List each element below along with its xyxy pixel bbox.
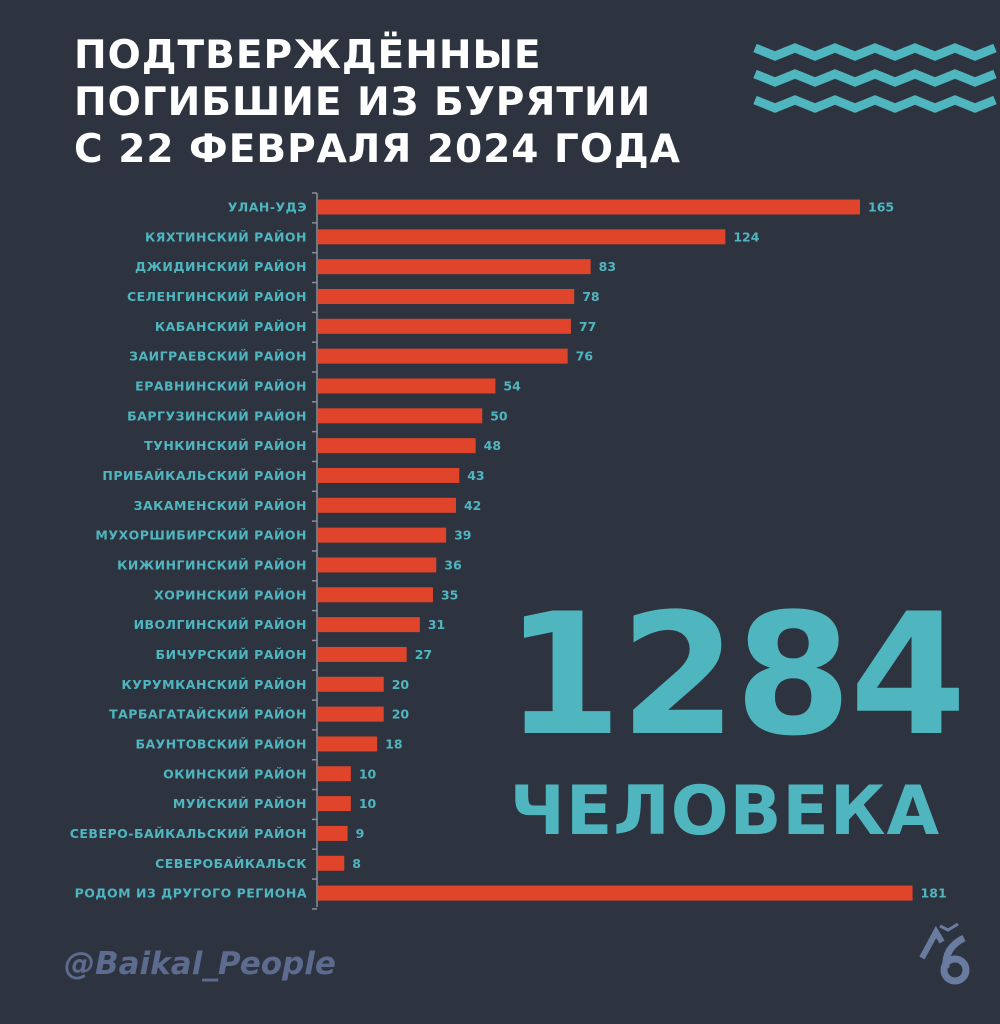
data-label: 165 — [868, 200, 894, 215]
data-label: 78 — [582, 289, 599, 304]
category-label: ТУНКИНСКИЙ РАЙОН — [144, 438, 307, 453]
category-label: БАРГУЗИНСКИЙ РАЙОН — [127, 408, 307, 423]
bar — [318, 229, 726, 245]
bar — [318, 766, 351, 782]
bar — [318, 825, 348, 841]
bar — [318, 318, 571, 334]
bar — [318, 855, 345, 871]
bar — [318, 646, 407, 662]
bar — [318, 587, 433, 603]
bar — [318, 736, 378, 752]
data-label: 124 — [733, 229, 759, 244]
category-label: МУХОРШИБИРСКИЙ РАЙОН — [95, 528, 307, 543]
bar — [318, 438, 476, 454]
wave-decoration-icon — [753, 43, 997, 113]
data-label: 48 — [484, 438, 501, 453]
category-label: ЗАКАМЕНСКИЙ РАЙОН — [134, 498, 307, 513]
data-label: 42 — [464, 498, 481, 513]
total-count: 1284 — [505, 577, 967, 773]
data-label: 10 — [359, 796, 377, 811]
bar — [318, 796, 351, 812]
total-unit: ЧЕЛОВЕКА — [509, 772, 941, 851]
data-label: 8 — [352, 856, 361, 871]
chart-title: ПОДТВЕРЖДЁННЫЕ ПОГИБШИЕ ИЗ БУРЯТИИ С 22 … — [74, 32, 681, 173]
category-label: ИВОЛГИНСКИЙ РАЙОН — [134, 617, 307, 632]
data-label: 36 — [444, 557, 462, 572]
category-label: УЛАН-УДЭ — [228, 200, 307, 215]
data-label: 39 — [454, 528, 471, 543]
title-line: ПОДТВЕРЖДЁННЫЕ — [74, 33, 542, 78]
category-label: СЕВЕРОБАЙКАЛЬСК — [155, 856, 307, 871]
data-label: 35 — [441, 587, 458, 602]
bar — [318, 348, 568, 364]
data-label: 9 — [356, 826, 365, 841]
data-label: 27 — [415, 647, 432, 662]
bar — [318, 259, 591, 275]
bar — [318, 467, 460, 483]
bar — [318, 885, 913, 901]
data-label: 10 — [359, 766, 377, 781]
channel-handle[interactable]: @Baikal_People — [64, 946, 336, 982]
data-label: 83 — [599, 259, 616, 274]
category-label: МУЙСКИЙ РАЙОН — [173, 796, 307, 811]
data-label: 181 — [921, 886, 947, 901]
data-label: 50 — [490, 408, 508, 423]
category-label: СЕВЕРО-БАЙКАЛЬСКИЙ РАЙОН — [70, 826, 307, 841]
category-label: СЕЛЕНГИНСКИЙ РАЙОН — [127, 289, 307, 304]
category-label: ХОРИНСКИЙ РАЙОН — [154, 587, 307, 602]
title-line: ПОГИБШИЕ ИЗ БУРЯТИИ — [74, 80, 652, 125]
category-label: ЕРАВНИНСКИЙ РАЙОН — [135, 378, 307, 393]
category-label: ОКИНСКИЙ РАЙОН — [163, 766, 307, 781]
data-label: 76 — [576, 349, 594, 364]
data-label: 18 — [385, 736, 402, 751]
bar — [318, 617, 420, 633]
category-label: КИЖИНГИНСКИЙ РАЙОН — [117, 557, 307, 572]
title-line: С 22 ФЕВРАЛЯ 2024 ГОДА — [74, 127, 681, 172]
bar — [318, 378, 496, 394]
bar — [318, 408, 483, 424]
data-label: 20 — [392, 707, 410, 722]
data-label: 77 — [579, 319, 596, 334]
bar — [318, 676, 384, 692]
category-label: РОДОМ ИЗ ДРУГОГО РЕГИОНА — [75, 886, 307, 901]
data-label: 31 — [428, 617, 445, 632]
bar — [318, 497, 456, 513]
bar — [318, 199, 860, 215]
category-label: КУРУМКАНСКИЙ РАЙОН — [122, 677, 308, 692]
logo-icon — [919, 922, 970, 985]
bar — [318, 527, 447, 543]
bar — [318, 706, 384, 722]
category-label: ДЖИДИНСКИЙ РАЙОН — [135, 259, 307, 274]
bar — [318, 288, 575, 304]
category-label: БАУНТОВСКИЙ РАЙОН — [135, 736, 307, 751]
category-label: БИЧУРСКИЙ РАЙОН — [156, 647, 307, 662]
category-label: ПРИБАЙКАЛЬСКИЙ РАЙОН — [102, 468, 307, 483]
data-label: 43 — [467, 468, 484, 483]
category-label: ТАРБАГАТАЙСКИЙ РАЙОН — [109, 707, 307, 722]
data-label: 20 — [392, 677, 410, 692]
data-label: 54 — [503, 378, 521, 393]
category-label: КЯХТИНСКИЙ РАЙОН — [145, 229, 307, 244]
category-label: ЗАИГРАЕВСКИЙ РАЙОН — [129, 349, 307, 364]
bar — [318, 557, 437, 573]
category-label: КАБАНСКИЙ РАЙОН — [155, 319, 307, 334]
